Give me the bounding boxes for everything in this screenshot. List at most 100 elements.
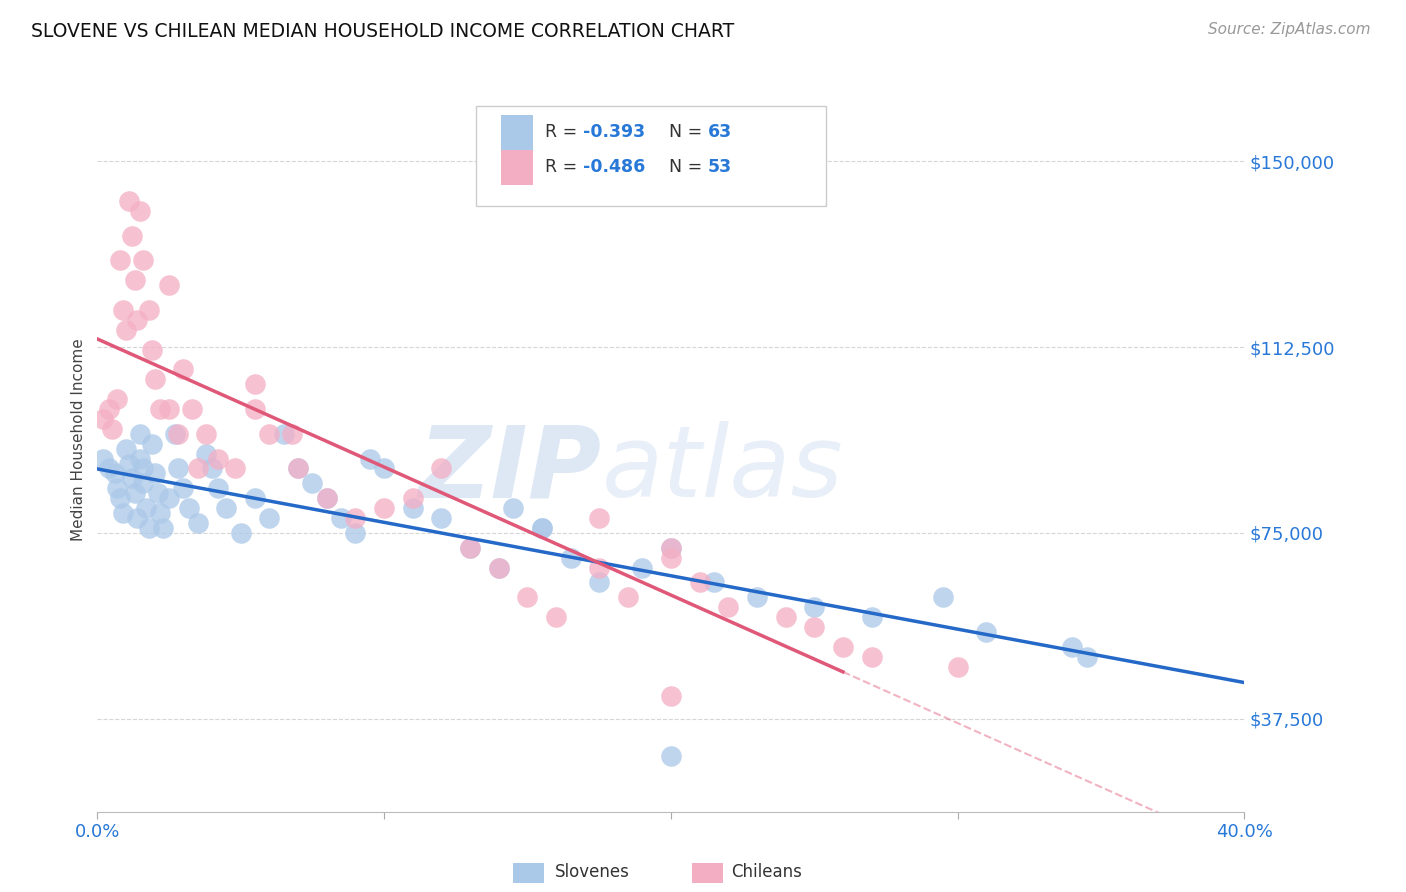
- Point: [530, 521, 553, 535]
- Text: N =: N =: [669, 159, 707, 177]
- Point: [344, 511, 367, 525]
- Text: -0.486: -0.486: [582, 159, 645, 177]
- Point: [215, 501, 238, 516]
- Point: [745, 591, 768, 605]
- Text: R =: R =: [544, 159, 582, 177]
- Point: [259, 426, 281, 441]
- Point: [373, 461, 395, 475]
- Point: [149, 506, 172, 520]
- Point: [402, 491, 425, 506]
- Point: [195, 447, 218, 461]
- Point: [273, 426, 295, 441]
- Point: [803, 600, 825, 615]
- Point: [187, 516, 209, 530]
- Point: [717, 600, 740, 615]
- Point: [166, 426, 188, 441]
- Point: [97, 402, 120, 417]
- Point: [659, 748, 682, 763]
- Point: [946, 659, 969, 673]
- Point: [502, 501, 524, 516]
- Point: [132, 253, 155, 268]
- Point: [617, 591, 640, 605]
- Point: [112, 506, 135, 520]
- Text: SLOVENE VS CHILEAN MEDIAN HOUSEHOLD INCOME CORRELATION CHART: SLOVENE VS CHILEAN MEDIAN HOUSEHOLD INCO…: [31, 22, 734, 41]
- Text: atlas: atlas: [602, 421, 844, 518]
- Point: [588, 511, 610, 525]
- Point: [141, 343, 163, 357]
- Point: [129, 203, 152, 218]
- Point: [138, 521, 160, 535]
- FancyBboxPatch shape: [475, 105, 825, 206]
- Point: [301, 476, 323, 491]
- Point: [860, 610, 883, 624]
- Point: [157, 402, 180, 417]
- Point: [143, 467, 166, 481]
- Point: [659, 541, 682, 555]
- Point: [124, 486, 146, 500]
- Point: [132, 476, 155, 491]
- Point: [157, 491, 180, 506]
- Point: [121, 471, 143, 485]
- Point: [402, 501, 425, 516]
- Point: [163, 426, 186, 441]
- Point: [110, 491, 132, 506]
- Point: [373, 501, 395, 516]
- Point: [157, 278, 180, 293]
- Point: [344, 525, 367, 540]
- Point: [775, 610, 797, 624]
- Point: [91, 412, 114, 426]
- Point: [124, 273, 146, 287]
- Point: [127, 313, 149, 327]
- Point: [201, 461, 224, 475]
- Point: [287, 461, 309, 475]
- Y-axis label: Median Household Income: Median Household Income: [72, 339, 86, 541]
- Point: [129, 451, 152, 466]
- Point: [330, 511, 353, 525]
- Point: [187, 461, 209, 475]
- Point: [588, 575, 610, 590]
- Point: [172, 362, 194, 376]
- Point: [181, 402, 204, 417]
- Point: [118, 457, 141, 471]
- Point: [229, 525, 252, 540]
- Point: [659, 541, 682, 555]
- Text: 63: 63: [707, 123, 731, 142]
- Point: [631, 560, 654, 574]
- Point: [659, 550, 682, 565]
- Text: ZIP: ZIP: [419, 421, 602, 518]
- Text: Slovenes: Slovenes: [555, 863, 630, 881]
- Point: [152, 521, 174, 535]
- Point: [207, 481, 229, 495]
- Point: [166, 461, 188, 475]
- Bar: [501, 150, 533, 186]
- Point: [315, 491, 337, 506]
- Point: [243, 491, 266, 506]
- Point: [112, 303, 135, 318]
- Point: [118, 194, 141, 208]
- Point: [149, 402, 172, 417]
- Point: [107, 481, 129, 495]
- Point: [703, 575, 725, 590]
- Point: [488, 560, 510, 574]
- Point: [103, 467, 125, 481]
- Point: [146, 486, 169, 500]
- Point: [107, 392, 129, 406]
- Point: [172, 481, 194, 495]
- Point: [359, 451, 381, 466]
- Point: [115, 323, 138, 337]
- Point: [281, 426, 304, 441]
- Point: [588, 560, 610, 574]
- Point: [243, 402, 266, 417]
- Point: [458, 541, 481, 555]
- Point: [132, 461, 155, 475]
- Point: [860, 649, 883, 664]
- Point: [127, 511, 149, 525]
- Point: [207, 451, 229, 466]
- Point: [243, 377, 266, 392]
- Point: [179, 501, 201, 516]
- Point: [1076, 649, 1098, 664]
- Point: [689, 575, 711, 590]
- Point: [143, 372, 166, 386]
- Bar: [501, 114, 533, 150]
- Point: [832, 640, 855, 654]
